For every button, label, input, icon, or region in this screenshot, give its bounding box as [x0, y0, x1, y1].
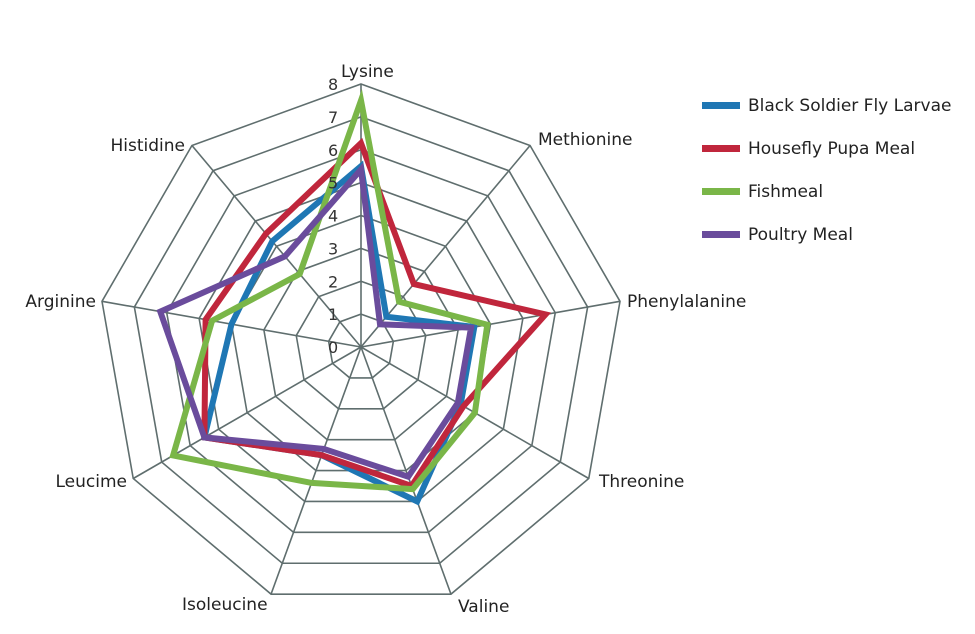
- radar-series: [156, 88, 552, 506]
- axis-label: Threonine: [598, 472, 684, 492]
- tick-label: 1: [328, 305, 338, 324]
- grid-ring: [198, 181, 524, 503]
- grid-ring: [165, 148, 557, 534]
- series-line: [169, 88, 491, 493]
- grid-spoke: [360, 145, 531, 348]
- grid-ring: [133, 116, 589, 565]
- tick-label: 7: [328, 108, 338, 127]
- legend-item: Fishmeal: [702, 170, 951, 213]
- axis-label: Leucime: [56, 472, 128, 492]
- grid-ring: [295, 280, 427, 410]
- axis-label: Isoleucine: [182, 595, 268, 615]
- axis-label: Phenylalanine: [627, 292, 746, 312]
- legend-label: Fishmeal: [748, 181, 824, 202]
- tick-label: 3: [328, 239, 338, 258]
- legend-swatch: [702, 145, 740, 152]
- axis-label: Lysine: [341, 62, 394, 82]
- series-line: [200, 160, 478, 506]
- grid-ring: [101, 83, 621, 595]
- tick-label: 4: [328, 207, 338, 226]
- series-line: [201, 137, 552, 490]
- tick-label: 8: [328, 75, 338, 94]
- axis-labels: Lysine Methionine Phenylalanine Threonine Va…: [25, 62, 746, 617]
- legend-swatch: [702, 231, 740, 238]
- radar-grid: [101, 83, 621, 595]
- grid-ring: [263, 247, 459, 441]
- legend-swatch: [702, 102, 740, 109]
- grid-ring: [327, 313, 395, 379]
- axis-label: Histidine: [111, 136, 186, 156]
- legend-label: Housefly Pupa Meal: [748, 138, 916, 159]
- tick-label: 6: [328, 141, 338, 160]
- grid-spoke: [270, 346, 362, 595]
- legend-item: Poultry Meal: [702, 213, 951, 256]
- legend-item: Housefly Pupa Meal: [702, 127, 951, 170]
- grid-spoke: [360, 346, 452, 595]
- axis-label: Valine: [458, 597, 509, 617]
- legend-label: Poultry Meal: [748, 224, 853, 245]
- grid-spoke: [191, 145, 362, 348]
- legend-label: Black Soldier Fly Larvae: [748, 95, 952, 116]
- tick-label: 5: [328, 174, 338, 193]
- tick-label: 2: [328, 272, 338, 291]
- legend-item: Black Soldier Fly Larvae: [702, 84, 951, 127]
- radial-tick-labels: 0 1 2 3 4 5 6 7 8: [328, 75, 338, 357]
- axis-label: Methionine: [538, 130, 632, 150]
- series-line: [156, 162, 475, 481]
- chart-legend: Black Soldier Fly Larvae Housefly Pupa Me…: [702, 84, 951, 256]
- tick-label: 0: [328, 338, 338, 357]
- legend-swatch: [702, 188, 740, 195]
- axis-label: Arginine: [25, 292, 96, 312]
- grid-spoke: [360, 300, 621, 348]
